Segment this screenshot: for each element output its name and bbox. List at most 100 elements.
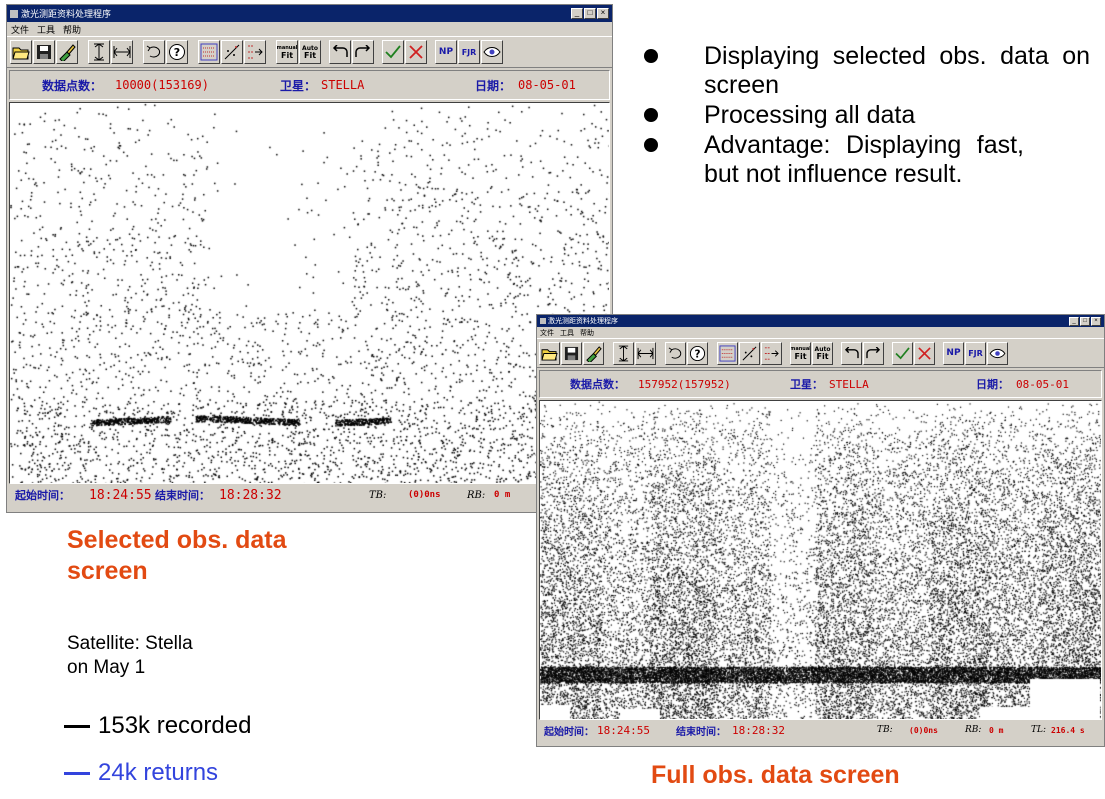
legend-returns: 24k returns <box>64 759 218 787</box>
maximize-button[interactable]: □ <box>1080 316 1090 326</box>
manual-fit-top: manual <box>790 346 811 352</box>
date-label: 日期： <box>475 78 512 93</box>
reject-cross-icon[interactable] <box>405 40 427 64</box>
auto-fit-main: Fit <box>816 352 829 361</box>
date-value: 08-05-01 <box>518 78 576 92</box>
undo-zoom-icon[interactable] <box>665 341 686 365</box>
delete-range-icon[interactable] <box>244 40 266 64</box>
legend-recorded-swatch <box>64 724 90 728</box>
rb-label: RB: <box>467 489 486 501</box>
start-time-label: 起始时间： <box>15 489 70 502</box>
scatter-select-icon[interactable] <box>739 341 760 365</box>
date-label: 日期： <box>976 378 1009 391</box>
vertical-scale-icon[interactable] <box>88 40 110 64</box>
manual-fit-button[interactable]: manual Fit <box>276 40 298 64</box>
fjr-button[interactable]: FJR <box>965 341 986 365</box>
manual-fit-button[interactable]: manual Fit <box>790 341 811 365</box>
menu-file[interactable]: 文件 <box>540 328 554 337</box>
undo-icon[interactable] <box>841 341 862 365</box>
tl-label: TL: <box>1031 725 1047 735</box>
date-value: 08-05-01 <box>1016 377 1069 391</box>
view-eye-icon[interactable] <box>987 341 1008 365</box>
observation-plot[interactable] <box>539 400 1102 720</box>
auto-fit-button[interactable]: Auto Fit <box>812 341 833 365</box>
save-icon[interactable] <box>561 341 582 365</box>
horizontal-scale-icon[interactable] <box>635 341 656 365</box>
rb-value: 0 m <box>494 490 511 500</box>
points-value: 10000(153169) <box>115 78 209 92</box>
manual-fit-main: Fit <box>280 51 294 60</box>
accept-check-icon[interactable] <box>382 40 404 64</box>
legend-returns-swatch <box>64 771 90 775</box>
close-button[interactable]: × <box>597 8 609 19</box>
legend-returns-label: 24k returns <box>98 759 219 786</box>
svg-text:?: ? <box>694 348 700 360</box>
undo-zoom-icon[interactable] <box>143 40 165 64</box>
minimize-button[interactable]: _ <box>1069 316 1079 326</box>
rb-value: 0 m <box>989 725 1004 735</box>
close-button[interactable]: × <box>1091 316 1101 326</box>
select-points-icon[interactable] <box>198 40 220 64</box>
minimize-button[interactable]: _ <box>571 8 583 19</box>
points-label: 数据点数： <box>570 378 625 391</box>
info-bar: 数据点数： 10000(153169) 卫星： STELLA 日期： 08-05… <box>9 70 610 100</box>
toolbar: ? manual Fit Auto Fit <box>537 338 1104 368</box>
tb-label: TB: <box>877 725 893 735</box>
view-eye-icon[interactable] <box>481 40 503 64</box>
auto-fit-main: Fit <box>303 51 317 60</box>
open-folder-icon[interactable] <box>10 40 32 64</box>
open-folder-icon[interactable] <box>539 341 560 365</box>
start-time-label: 起始时间： <box>544 726 594 738</box>
satellite-note-line2: on May 1 <box>67 657 146 678</box>
bullet-item: Processing all data <box>640 101 1090 130</box>
redo-icon[interactable] <box>352 40 374 64</box>
satellite-note-line1: Satellite: Stella <box>67 633 193 654</box>
end-time-value: 18:28:32 <box>219 487 282 503</box>
scatter-select-icon[interactable] <box>221 40 243 64</box>
reject-cross-icon[interactable] <box>914 341 935 365</box>
select-points-icon[interactable] <box>717 341 738 365</box>
help-icon[interactable]: ? <box>166 40 188 64</box>
fjr-button[interactable]: FJR <box>458 40 480 64</box>
status-bar: 起始时间： 18:24:55 结束时间： 18:28:32 TB: (0)0ns… <box>539 720 1102 740</box>
selected-data-window: 激光测距资料处理程序 _ □ × 文件 工具 帮助 <box>6 4 613 513</box>
normal-point-button[interactable]: NP <box>435 40 457 64</box>
save-icon[interactable] <box>33 40 55 64</box>
vertical-scale-icon[interactable] <box>613 341 634 365</box>
redo-icon[interactable] <box>863 341 884 365</box>
clear-brush-icon[interactable] <box>56 40 78 64</box>
end-time-label: 结束时间： <box>155 489 210 502</box>
tb-value: (0)0ns <box>408 490 441 500</box>
legend-recorded: 153k recorded <box>64 712 251 740</box>
bullet-item: Advantage: Displaying fast, but not infl… <box>640 131 1090 189</box>
maximize-button[interactable]: □ <box>584 8 596 19</box>
auto-fit-button[interactable]: Auto Fit <box>299 40 321 64</box>
horizontal-scale-icon[interactable] <box>111 40 133 64</box>
delete-range-icon[interactable] <box>761 341 782 365</box>
menu-help[interactable]: 帮助 <box>580 328 594 337</box>
normal-point-button[interactable]: NP <box>943 341 964 365</box>
accept-check-icon[interactable] <box>892 341 913 365</box>
observation-plot[interactable] <box>9 102 610 484</box>
status-bar: 起始时间： 18:24:55 结束时间： 18:28:32 TB: (0)0ns… <box>9 484 610 506</box>
help-icon[interactable]: ? <box>687 341 708 365</box>
manual-fit-top: manual <box>276 45 298 51</box>
menu-tools[interactable]: 工具 <box>560 328 574 337</box>
menu-file[interactable]: 文件 <box>11 25 30 36</box>
menu-help[interactable]: 帮助 <box>63 25 82 36</box>
observation-scatter <box>540 401 1101 719</box>
selected-screen-caption: Selected obs. data screen <box>67 526 287 585</box>
np-label: NP <box>438 47 454 57</box>
manual-fit-main: Fit <box>794 352 807 361</box>
clear-brush-icon[interactable] <box>583 341 604 365</box>
points-label: 数据点数： <box>42 78 103 93</box>
fjr-label: FJR <box>968 348 983 358</box>
app-icon <box>540 318 546 324</box>
satellite-label: 卫星： <box>280 78 317 93</box>
window-title: 激光测距资料处理程序 <box>21 9 112 19</box>
window-title-bar[interactable]: 激光测距资料处理程序 _ □ × <box>7 5 612 22</box>
menu-tools[interactable]: 工具 <box>37 25 56 36</box>
full-data-window: 激光测距资料处理程序 _ □ × 文件 工具 帮助 <box>536 314 1105 747</box>
undo-icon[interactable] <box>329 40 351 64</box>
window-title-bar[interactable]: 激光测距资料处理程序 _ □ × <box>537 315 1104 327</box>
